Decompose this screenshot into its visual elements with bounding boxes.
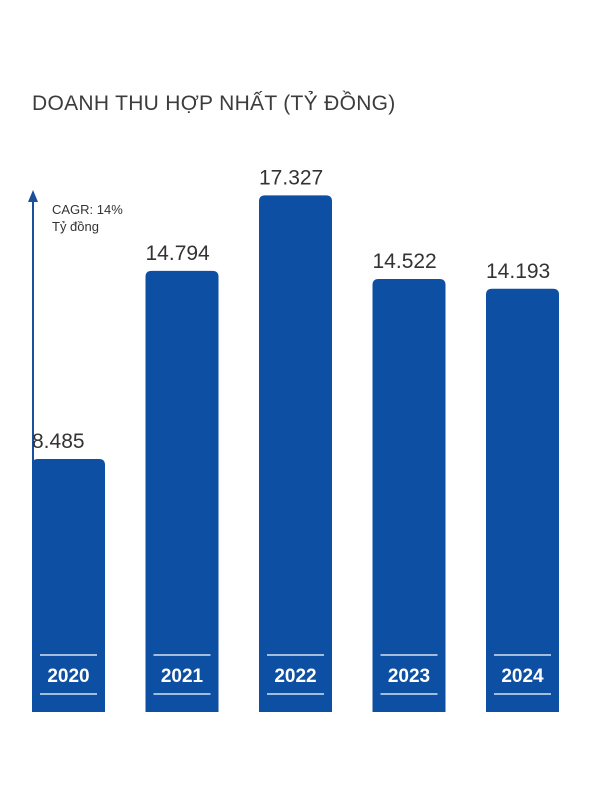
x-tick-label-2022: 2022 [274,666,316,687]
value-label-2022: 17.327 [259,166,323,189]
bar-2020 [32,459,105,712]
bar-2021 [145,270,219,712]
x-tick-label-2021: 2021 [161,666,204,687]
value-label-2021: 14.794 [146,242,211,265]
x-tick-label-2020: 2020 [47,666,89,687]
value-label-2023: 14.522 [373,250,437,273]
chart-title: DOANH THU HỢP NHẤT (TỶ ĐỒNG) [32,92,396,115]
value-label-2020: 8.485 [32,430,85,453]
y-axis-arrow-icon [28,190,38,202]
bar-2024 [486,288,559,712]
bars-group: 8.485 2020 14.794 2021 17.327 2022 14.522 2023 1… [32,166,559,712]
x-tick-label-2024: 2024 [501,666,544,687]
bar-2023 [372,278,446,712]
bar-2022 [259,195,332,712]
y-axis-unit-label: Tỷ đồng [52,219,99,234]
x-tick-label-2023: 2023 [388,666,430,687]
value-label-2024: 14.193 [486,260,550,283]
cagr-annotation: CAGR: 14% [52,202,123,217]
